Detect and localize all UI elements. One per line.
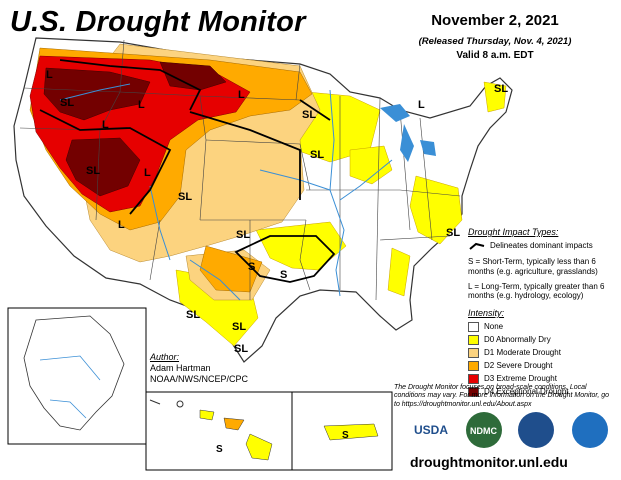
label-sl-tx2: SL: [234, 343, 248, 355]
map-labels: L SL L L L SL SL L SL SL L SL S S SL SL …: [46, 69, 508, 355]
intensity-heading: Intensity:: [468, 308, 505, 319]
label-sl-nc: SL: [446, 227, 460, 239]
intensity-list: None D0 Abnormally Dry D1 Moderate Drought…: [468, 322, 618, 398]
intensity-label: D1 Moderate Drought: [484, 348, 561, 358]
label-sl-or: SL: [60, 97, 74, 109]
valid-time: Valid 8 a.m. EDT: [456, 50, 534, 61]
intensity-swatch: [468, 322, 479, 333]
label-s-hawaii: S: [216, 444, 223, 455]
intensity-row: D2 Severe Drought: [468, 361, 618, 372]
d4-regions: [43, 61, 227, 197]
intensity-row: D3 Extreme Drought: [468, 374, 618, 385]
site-url[interactable]: droughtmonitor.unl.edu: [410, 454, 568, 470]
intensity-label: D0 Abnormally Dry: [484, 335, 551, 345]
delineates-row: Delineates dominant impacts: [468, 241, 618, 251]
label-sl-tx: SL: [232, 321, 246, 333]
boundary-line-icon: [469, 243, 485, 251]
noaa-logo: [572, 412, 608, 448]
label-sl-sd: SL: [302, 109, 316, 121]
label-sl-ne: SL: [310, 149, 324, 161]
release-date: (Released Thursday, Nov. 4, 2021): [418, 36, 572, 47]
intensity-row: D0 Abnormally Dry: [468, 335, 618, 346]
alaska-inset: [7, 307, 147, 445]
label-l-nw: L: [46, 69, 53, 81]
author-name: Adam Hartman: [150, 362, 211, 373]
label-l-nv: SL: [86, 165, 100, 177]
label-l-id: L: [102, 119, 109, 131]
intensity-label: None: [484, 322, 504, 332]
author-org: NOAA/NWS/NCEP/CPC: [150, 373, 249, 384]
intensity-swatch: [468, 374, 479, 385]
legend: Drought Impact Types: Delineates dominan…: [468, 227, 618, 400]
label-l-mt2: L: [238, 89, 245, 101]
label-l-az: L: [118, 219, 125, 231]
svg-text:USDA: USDA: [414, 423, 448, 437]
label-s-ok2: S: [280, 269, 287, 281]
intensity-row: D1 Moderate Drought: [468, 348, 618, 359]
rivers: [59, 83, 393, 301]
author-heading: Author:: [150, 352, 180, 362]
intensity-swatch: [468, 387, 479, 398]
label-sl-nm: SL: [236, 229, 250, 241]
label-s-pr: S: [342, 430, 349, 441]
intensity-label: D2 Severe Drought: [484, 361, 553, 371]
label-s-ok: S: [248, 261, 255, 273]
map-date: November 2, 2021: [431, 12, 559, 29]
info-note: The Drought Monitor focuses on broad-sca…: [394, 384, 610, 408]
impact-boundaries: [39, 59, 336, 283]
label-l-ut: L: [144, 167, 151, 179]
impact-types-heading: Drought Impact Types:: [468, 227, 559, 237]
usda-logo: USDA: [412, 412, 448, 448]
label-l-mt: L: [138, 99, 145, 111]
short-term-text: S = Short-Term, typically less than 6 mo…: [468, 257, 598, 276]
hawaii-inset: S: [145, 391, 293, 471]
page-title: U.S. Drought Monitor: [10, 6, 306, 38]
great-lakes: [380, 104, 436, 162]
intensity-row: D4 Exceptional Drought: [468, 387, 618, 398]
intensity-label: D4 Exceptional Drought: [484, 387, 569, 397]
intensity-swatch: [468, 361, 479, 372]
state-borders: [19, 39, 461, 301]
intensity-swatch: [468, 348, 479, 359]
svg-text:NDMC: NDMC: [470, 426, 497, 436]
long-term-text: L = Long-Term, typically greater than 6 …: [468, 281, 605, 300]
author-block: Author: Adam Hartman NOAA/NWS/NCEP/CPC: [150, 352, 248, 384]
usdc-logo: [518, 412, 554, 448]
label-sl-co: SL: [178, 191, 192, 203]
ndmc-logo: NDMC: [466, 412, 502, 448]
label-sl-me: SL: [494, 83, 508, 95]
puerto-rico-inset: S: [291, 391, 393, 471]
label-sl-az: SL: [186, 309, 200, 321]
intensity-row: None: [468, 322, 618, 333]
label-l-mi: L: [418, 99, 425, 111]
delineates-text: Delineates dominant impacts: [490, 241, 593, 251]
intensity-label: D3 Extreme Drought: [484, 374, 557, 384]
intensity-swatch: [468, 335, 479, 346]
